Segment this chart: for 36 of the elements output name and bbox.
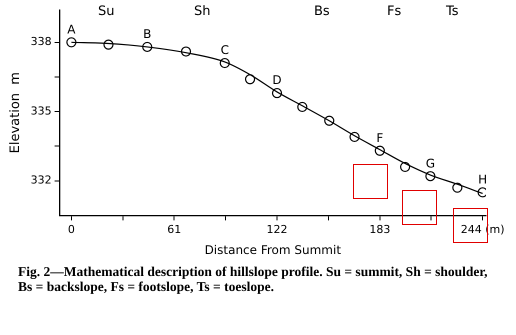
data-label: H bbox=[478, 172, 488, 186]
y-tick-label: 338 bbox=[30, 35, 52, 48]
x-tick-label: 183 bbox=[369, 222, 390, 236]
point bbox=[220, 58, 230, 68]
y-tick-label: 335 bbox=[30, 104, 52, 118]
annotation: Bs bbox=[314, 4, 330, 19]
annotation: Sh bbox=[194, 4, 210, 19]
point bbox=[66, 37, 76, 48]
point bbox=[103, 40, 114, 50]
x-tick-label: 122 bbox=[266, 222, 288, 236]
point bbox=[272, 88, 282, 98]
y-axis-title: Elevation m bbox=[8, 72, 24, 154]
annotation: Su bbox=[98, 4, 114, 19]
point bbox=[425, 171, 436, 182]
point bbox=[324, 116, 334, 126]
point bbox=[244, 74, 256, 84]
x-tick-label: 0 bbox=[68, 222, 75, 236]
y-tick-label: 332 bbox=[30, 174, 52, 187]
data-label: A bbox=[67, 22, 76, 36]
annotation: Fs bbox=[387, 4, 402, 19]
point bbox=[400, 162, 410, 172]
point bbox=[297, 102, 308, 112]
x-tick-label: 61 bbox=[167, 222, 182, 236]
data-label: B bbox=[143, 27, 152, 42]
data-label: F bbox=[376, 130, 384, 145]
point bbox=[180, 46, 192, 57]
point bbox=[349, 132, 360, 142]
data-label: C bbox=[220, 43, 229, 58]
annotation: Ts bbox=[446, 4, 459, 19]
data-label: D bbox=[272, 73, 282, 88]
point bbox=[374, 146, 385, 156]
x-axis-title: Distance From Summit bbox=[204, 242, 342, 257]
point bbox=[142, 42, 152, 52]
caption: Fig. 2—Mathematical description of hillslope profile. Su = summit, Sh = shoulder, Bs = backslope, Fs = footslope, Ts = toeslope. bbox=[18, 264, 489, 294]
point bbox=[452, 182, 462, 193]
data-label: G bbox=[426, 156, 436, 170]
